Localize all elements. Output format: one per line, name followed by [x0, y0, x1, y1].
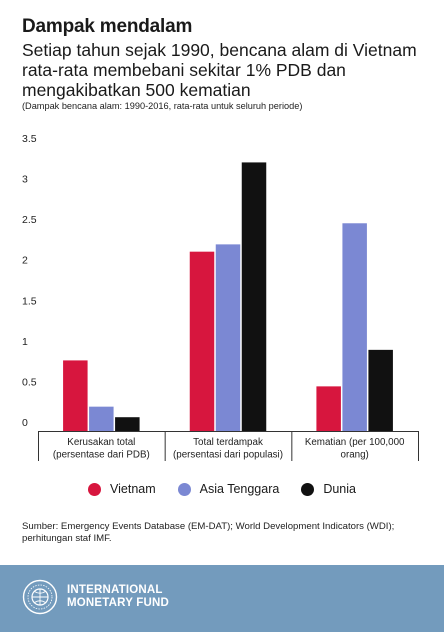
legend-swatch-dunia: [301, 482, 315, 496]
chart-title: Dampak mendalam: [22, 16, 193, 37]
y-tick-label: 3.5: [22, 133, 37, 145]
y-tick-label: 3: [22, 174, 28, 186]
imf-name: INTERNATIONAL MONETARY FUND: [67, 584, 169, 610]
x-category-label: Kematian (per 100,000: [305, 437, 405, 448]
y-tick-label: 0: [22, 417, 28, 429]
bar-dunia-2: [241, 162, 267, 431]
bar-asia-tenggara-2: [215, 244, 241, 431]
bar-vietnam-2: [189, 251, 215, 431]
imf-name-line1: INTERNATIONAL: [67, 584, 163, 596]
x-category-label: Kerusakan total: [67, 437, 135, 448]
chart-legend: Vietnam Asia Tenggara Dunia: [0, 482, 444, 496]
chart-note: (Dampak bencana alam: 1990-2016, rata-ra…: [22, 101, 303, 111]
bar-asia-tenggara-1: [89, 406, 114, 431]
legend-swatch-asia-tenggara: [177, 482, 191, 496]
x-category-label: orang): [341, 450, 369, 461]
imf-name-line2: MONETARY FUND: [67, 597, 170, 609]
bar-chart: 3.5 3 2.5 2 1.5 1 0.5 0 Kerusakan total (persenta…: [22, 133, 419, 461]
bar-asia-tenggara-3: [342, 223, 367, 431]
legend-swatch-vietnam: [88, 482, 101, 496]
imf-seal-icon: [22, 579, 58, 615]
legend-item-dunia: Dunia: [301, 482, 356, 496]
bar-vietnam-1: [63, 360, 88, 431]
source-note: Sumber: Emergency Events Database (EM-DA…: [22, 521, 395, 544]
legend-item-asia-tenggara: Asia Tenggara: [177, 482, 280, 496]
legend-label-asia-tenggara: Asia Tenggara: [199, 482, 280, 496]
y-tick-label: 1.5: [22, 295, 37, 307]
legend-label-vietnam: Vietnam: [110, 482, 156, 496]
y-tick-label: 0.5: [22, 376, 37, 388]
x-category-label: (persentasi dari populasi): [173, 450, 283, 461]
chart-subtitle: Setiap tahun sejak 1990, bencana alam di…: [22, 40, 417, 100]
bar-dunia-3: [368, 349, 393, 431]
x-category-label: Total terdampak: [193, 437, 263, 448]
imf-footer: INTERNATIONAL MONETARY FUND: [0, 565, 444, 632]
legend-label-dunia: Dunia: [323, 482, 356, 496]
bar-vietnam-3: [316, 386, 341, 431]
y-tick-label: 2: [22, 255, 28, 267]
legend-item-vietnam: Vietnam: [88, 482, 156, 496]
y-tick-label: 1: [22, 336, 28, 348]
bar-dunia-1: [115, 417, 140, 431]
x-category-label: (persentase dari PDB): [53, 450, 150, 461]
y-tick-label: 2.5: [22, 214, 37, 226]
